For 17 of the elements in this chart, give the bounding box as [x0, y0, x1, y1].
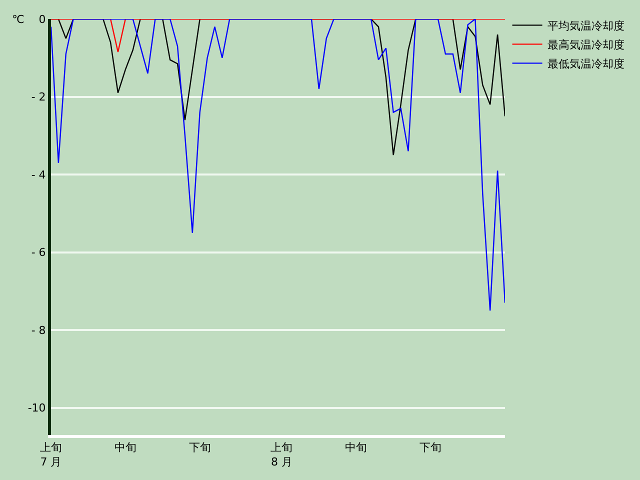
y-tick-label: - 4 [31, 168, 46, 182]
legend-label: 平均気温冷却度 [547, 19, 624, 32]
line-series [51, 19, 505, 312]
legend-label: 最高気温冷却度 [547, 38, 624, 52]
x-tick-label: 中旬 [114, 441, 136, 454]
y-tick-label: -10 [28, 402, 46, 415]
x-tick-label: 下旬 [420, 441, 442, 454]
x-tick-label: 上旬 8 月 [270, 441, 293, 468]
legend-label: 最低気温冷却度 [547, 57, 624, 70]
y-tick-label: - 8 [31, 324, 46, 337]
x-tick-label: 上旬 7 月 [40, 441, 62, 468]
x-tick-label: 下旬 [188, 441, 211, 454]
y-tick-label: - 2 [31, 90, 46, 104]
y-tick-label: 0 [38, 12, 46, 26]
x-tick-label: 中旬 [345, 441, 368, 454]
y-tick-label: - 6 [31, 246, 46, 260]
y-axis-title: ℃ [12, 13, 24, 26]
